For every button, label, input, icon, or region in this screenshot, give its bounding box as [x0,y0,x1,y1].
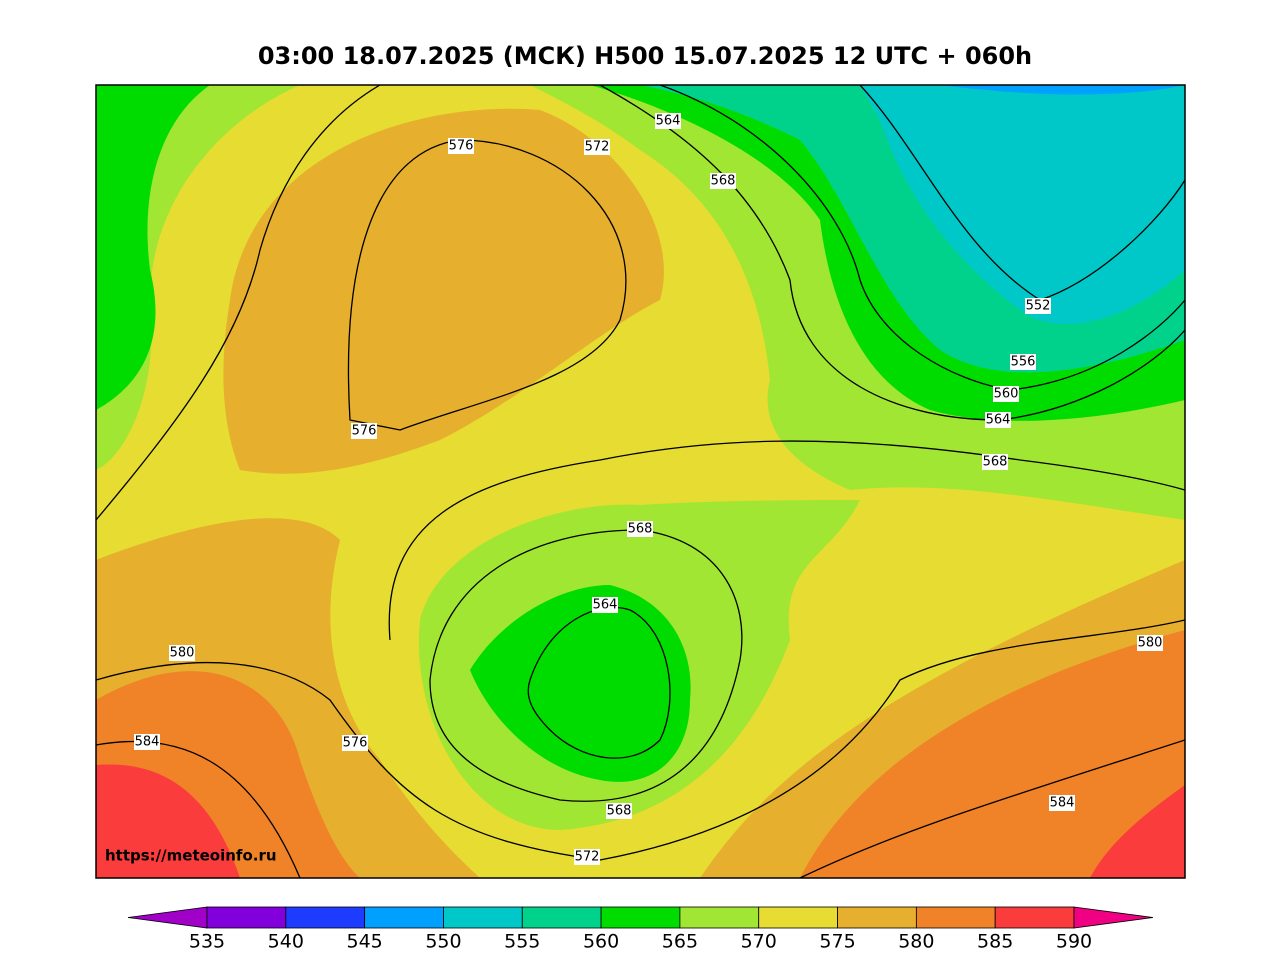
contour-label-bg [169,645,195,661]
title: 03:00 18.07.2025 (МСК) H500 15.07.2025 1… [258,42,1032,70]
contour-label: 572 [575,850,600,865]
contour-label-bg [1010,354,1036,370]
field-585 [1090,785,1185,878]
colorbar-label: 540 [268,931,304,953]
contour [859,85,1185,301]
contour-label-bg [342,735,368,751]
colorbar-label: 535 [189,931,225,953]
map-frame [95,84,1186,879]
contour [96,85,381,521]
contour-label-bg [574,849,600,865]
colorbar-label: 590 [1056,931,1092,953]
colorbar-label: 585 [977,931,1013,953]
contour-label-bg [584,139,610,155]
contour-label-bg [1049,795,1075,811]
contour-label: 580 [170,646,195,661]
colorbar-segment [521,906,602,929]
colorbar-label: 580 [898,931,934,953]
colorbar-label: 555 [504,931,540,953]
contour-label-bg [606,803,632,819]
field-550 [860,85,1185,325]
contour [96,740,301,878]
colorbar-segment [994,906,1075,929]
colorbar-segment [837,906,917,929]
contour-label-bg [627,521,653,537]
colorbar-label: 565 [662,931,698,953]
contour [599,85,1185,421]
contour-label: 564 [656,114,681,129]
colorbar-under [127,906,208,929]
contour [96,619,1185,861]
contour-label: 576 [352,424,377,439]
colorbar-label: 560 [583,931,619,953]
contour [659,85,1185,391]
colorbar-segment [758,906,838,929]
contour-label: 584 [1050,796,1075,811]
contour-label-bg [1025,298,1051,314]
contour-label-bg [655,113,681,129]
contour-label: 576 [343,736,368,751]
contour [527,606,671,759]
contour-label: 568 [628,522,653,537]
contour-label: 580 [1138,636,1163,651]
contour-label-bg [985,412,1011,428]
contour-label-bg [351,423,377,439]
colorbar-label: 545 [347,931,383,953]
colorbar-label: 575 [819,931,855,953]
colorbar-label: 550 [425,931,461,953]
contour-label: 556 [1011,355,1036,370]
contour-label: 576 [449,139,474,154]
contour-label: 568 [711,174,736,189]
field-580 [800,630,1185,878]
contour [429,529,743,802]
colorbar-segment [206,906,287,929]
field-560 [470,585,691,782]
contour-label: 564 [593,598,618,613]
contour-label: 572 [585,140,610,155]
contour [799,739,1185,878]
contour-label: 584 [135,735,160,750]
contour [388,440,1185,641]
colorbar-over [1073,906,1154,929]
contour-label: 568 [607,804,632,819]
contour-label: 552 [1026,299,1051,314]
map-fields [96,85,1185,878]
colorbar-segment [600,906,681,929]
field-575 [223,108,664,474]
colorbar-segment [915,906,996,929]
contour-label-bg [710,173,736,189]
contour-label: 560 [994,387,1019,402]
contour-label-bg [982,454,1008,470]
contour-label-bg [993,386,1019,402]
contour-label-bg [134,734,160,750]
colorbar-segment [364,906,444,929]
contour-label-bg [448,138,474,154]
contour-lines [96,85,1185,878]
contour-label-bg [592,597,618,613]
contour-label: 568 [983,455,1008,470]
colorbar-segment [285,906,366,929]
colorbar-segment [679,906,760,929]
field-585 [96,764,240,878]
field-545 [940,85,1185,95]
colorbar-segment [443,906,523,929]
watermark: https://meteoinfo.ru [105,847,277,865]
contour [347,139,627,431]
colorbar-label: 570 [741,931,777,953]
contour-label-bg [1137,635,1163,651]
contour-label: 564 [986,413,1011,428]
field-560 [96,85,210,410]
